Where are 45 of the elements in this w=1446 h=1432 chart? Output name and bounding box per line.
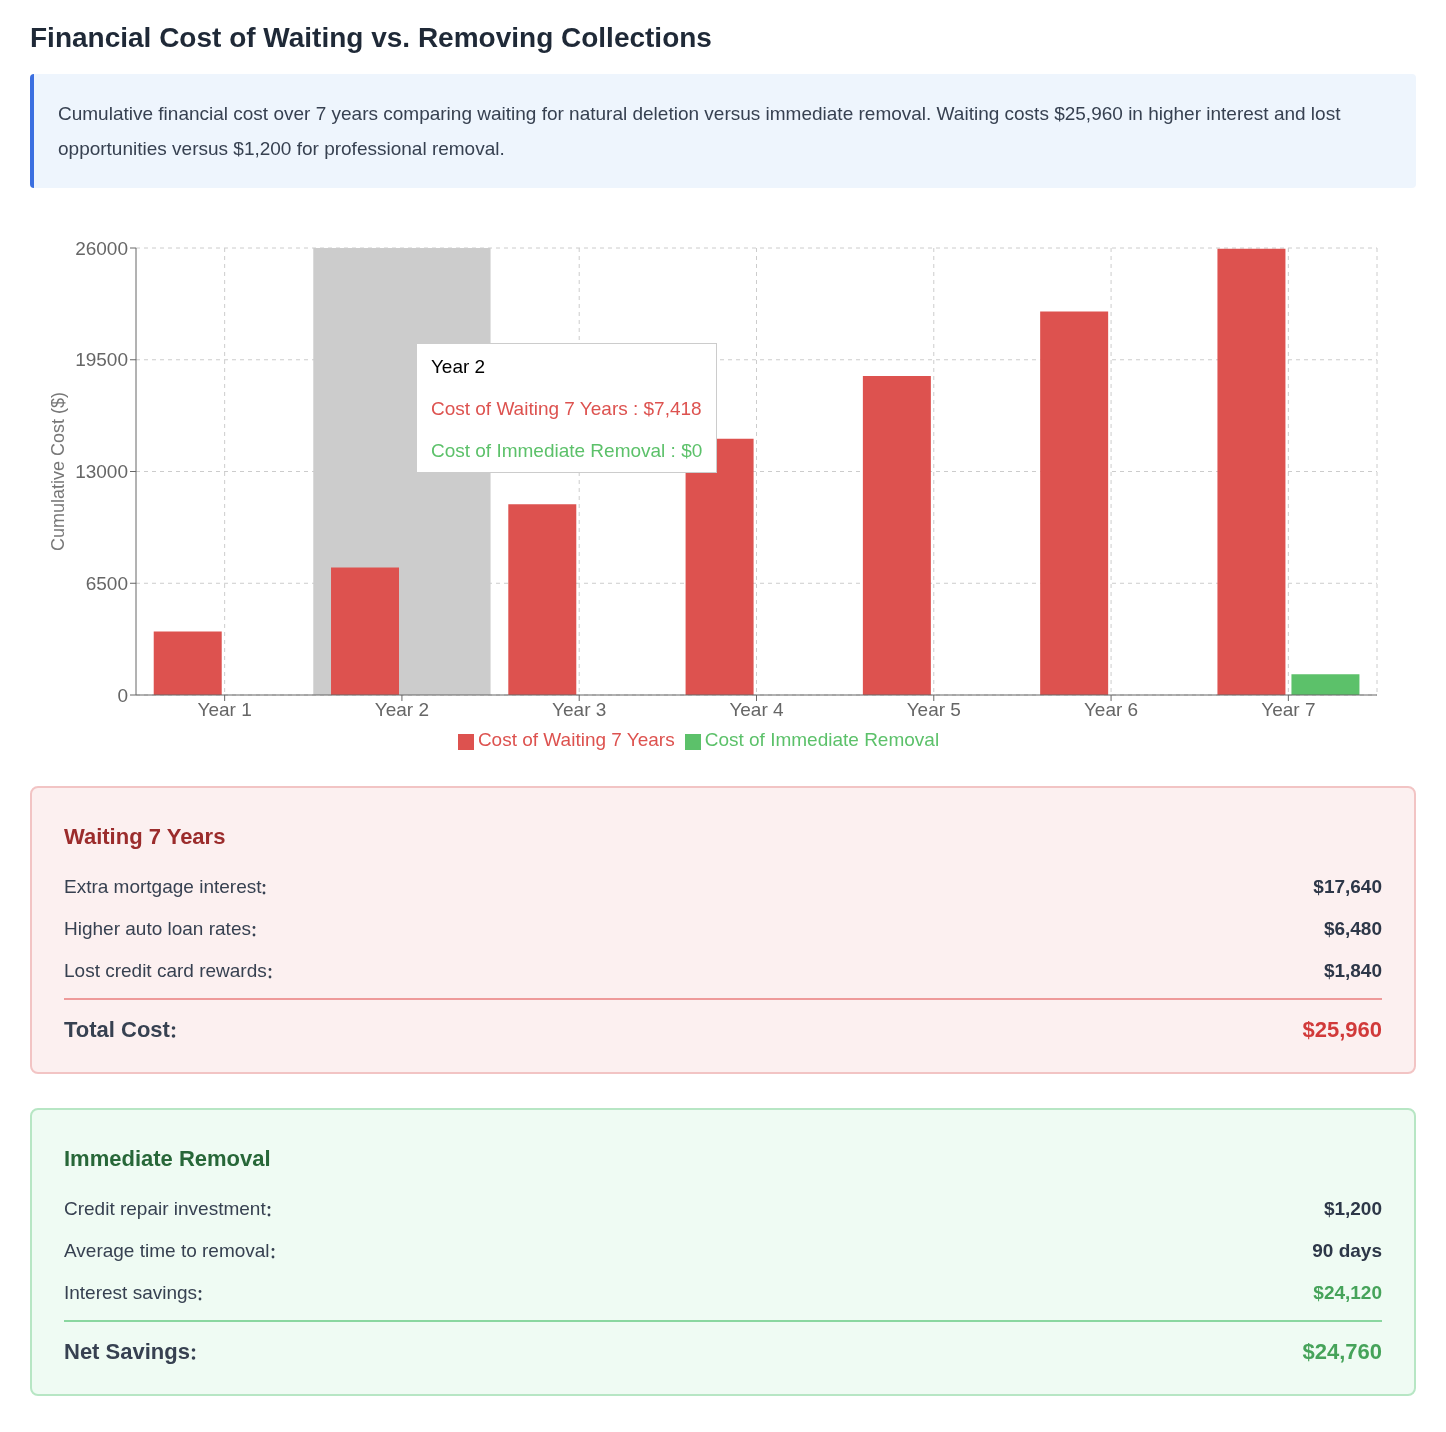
y-tick-label: 19500: [75, 349, 128, 371]
legend-label: Cost of Waiting 7 Years: [477, 729, 675, 750]
chart-subtitle: Cumulative financial cost over 7 years comparing waiting for natural deletion versus immediate removal. Waiting costs $25,960 in higher interest and lost opportunities versus $1,200 for professional removal.: [30, 74, 1416, 188]
x-tick-label: Year 3: [552, 699, 607, 721]
category-label: Higher auto loan rates: [64, 918, 251, 940]
category-label: Net Savings: [64, 1339, 190, 1365]
text: $17,640: [1313, 876, 1382, 897]
bar: [1217, 248, 1286, 695]
bar: [1040, 311, 1109, 695]
x-tick-label: Year 4: [729, 699, 785, 721]
bar: [862, 376, 931, 695]
chart-title: Financial Cost of Waiting vs. Removing Collections: [30, 22, 713, 54]
category-label: Lost credit card rewards: [64, 960, 267, 982]
text: $6,480: [1323, 918, 1382, 939]
hover-box: Year 2 Cost of Waiting 7 Years : $7,418 Cost of Immediate Removal : $0: [415, 343, 718, 473]
category-label: Total Cost: [64, 1017, 170, 1043]
bar: [153, 631, 222, 695]
y-axis-title: Cumulative Cost ($): [48, 391, 69, 552]
legend-label: Cost of Immediate Removal: [704, 729, 940, 750]
x-tick-label: Year 2: [374, 699, 430, 721]
text: $25,960: [1302, 1017, 1382, 1042]
text: $24,760: [1302, 1339, 1382, 1364]
text: $1,840: [1323, 960, 1382, 981]
category-label: Interest savings: [64, 1282, 198, 1304]
x-tick-label: Year 6: [1083, 699, 1139, 721]
text: $24,120: [1313, 1282, 1382, 1303]
x-tick-label: Year 5: [906, 699, 961, 721]
x-tick-label: Year 7: [1261, 699, 1316, 721]
text: 90 days: [1312, 1240, 1382, 1261]
category-label: Credit repair investment: [64, 1198, 266, 1220]
bar: [508, 504, 577, 695]
annotation: Cost of Immediate Removal : $0: [430, 440, 703, 462]
text: Waiting 7 Years: [64, 824, 227, 850]
y-tick-label: 13000: [75, 461, 128, 483]
bar: [331, 567, 400, 695]
text: $1,200: [1323, 1198, 1382, 1219]
annotation: Cost of Waiting 7 Years : $7,418: [430, 398, 703, 420]
category-label: Average time to removal: [64, 1240, 270, 1262]
bar: [1291, 674, 1360, 695]
y-tick-label: 26000: [75, 237, 128, 259]
x-tick-label: Year 1: [197, 699, 252, 721]
y-tick-label: 6500: [85, 572, 128, 594]
category-label: Extra mortgage interest: [64, 876, 262, 898]
text: Immediate Removal: [64, 1146, 272, 1172]
y-tick-label: 0: [117, 684, 128, 706]
